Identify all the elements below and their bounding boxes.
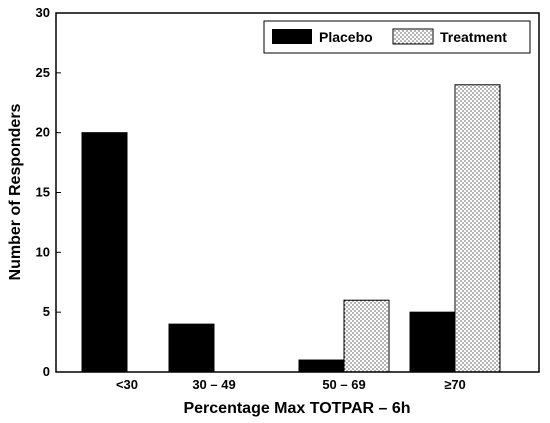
y-tick-label-1: 5	[43, 304, 50, 319]
bar-placebo-2	[298, 359, 345, 373]
legend-swatch-treatment	[392, 28, 434, 45]
bar-placebo-3	[409, 311, 456, 373]
legend-label-treatment: Treatment	[440, 29, 507, 45]
x-axis: <30 30 – 49 50 – 69 ≥70	[116, 367, 466, 392]
y-tick-label-0: 0	[43, 364, 50, 379]
bars-group	[81, 84, 501, 373]
bar-treatment-2	[343, 299, 390, 373]
bar-placebo-0	[81, 132, 128, 373]
bar-placebo-1	[168, 323, 215, 373]
x-tick-label-0: <30	[116, 377, 138, 392]
bar-treatment-3	[454, 84, 501, 373]
x-tick-label-2: 50 – 69	[322, 377, 365, 392]
y-axis-title: Number of Responders	[7, 103, 24, 280]
x-tick-label-3: ≥70	[444, 377, 466, 392]
legend-swatch-placebo	[272, 29, 312, 44]
y-tick-label-4: 20	[36, 125, 50, 140]
y-tick-label-6: 30	[36, 5, 50, 20]
x-tick-label-1: 30 – 49	[192, 377, 235, 392]
y-tick-label-5: 25	[36, 65, 50, 80]
legend: Placebo Treatment	[263, 20, 531, 54]
y-axis: 0 5 10 15 20 25 30	[36, 5, 61, 379]
legend-label-placebo: Placebo	[319, 29, 373, 45]
x-axis-title: Percentage Max TOTPAR – 6h	[183, 400, 410, 417]
y-tick-label-3: 15	[36, 185, 50, 200]
y-tick-label-2: 10	[36, 244, 50, 259]
